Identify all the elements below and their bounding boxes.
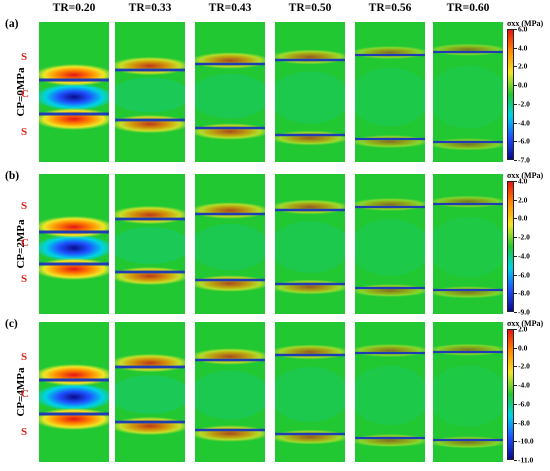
colorbar-tick-label: -6.0	[518, 399, 530, 409]
colorbar-tick-label: 0.0	[518, 80, 528, 90]
stress-panel-b-4	[275, 174, 345, 314]
stress-panel-b-1	[39, 174, 109, 314]
colorbar-tick-mark	[514, 237, 517, 239]
colorbar-tick-label: -6.0	[518, 270, 530, 280]
colorbar-tick-label: 2.0	[518, 324, 528, 334]
label-s-top-c: S	[21, 351, 28, 363]
colorbar-b	[507, 181, 514, 312]
colorbar-tick-label: 0.0	[518, 213, 528, 223]
label-c-c: C	[21, 388, 29, 400]
label-s-bottom-c: S	[21, 426, 28, 438]
colorbar-tick-label: -2.0	[518, 232, 530, 242]
colorbar-tick-mark	[514, 460, 517, 461]
colorbar-tick-mark	[514, 385, 517, 387]
colorbar-tick-mark	[514, 366, 517, 368]
colorbar-tick-label: -4.0	[518, 118, 530, 128]
colorbar-title-a: σxx (MPa)	[507, 19, 544, 28]
label-s-top-b: S	[21, 200, 28, 212]
stress-panel-c-2	[115, 322, 185, 462]
stress-panel-c-1	[39, 322, 109, 462]
colorbar-tick-label: -9.0	[518, 307, 530, 317]
colorbar-tick-label: -11.0	[518, 455, 534, 465]
colorbar-tick-mark	[514, 160, 517, 161]
colorbar-tick-mark	[514, 329, 517, 330]
stress-panel-a-6	[433, 22, 503, 162]
row-id-b: (b)	[5, 170, 20, 182]
colorbar-tick-label: -4.0	[518, 251, 530, 261]
colorbar-tick-mark	[514, 103, 517, 105]
colorbar-tick-mark	[514, 141, 517, 143]
stress-panel-a-4	[275, 22, 345, 162]
stress-panel-b-5	[355, 174, 425, 314]
colorbar-tick-mark	[514, 66, 517, 68]
colorbar-tick-mark	[514, 122, 517, 124]
stress-panel-c-6	[433, 322, 503, 462]
column-header-tr-0-60: TR=0.60	[446, 2, 490, 14]
colorbar-tick-mark	[514, 255, 517, 257]
stress-panel-c-3	[195, 322, 265, 462]
colorbar-tick-label: -8.0	[518, 288, 530, 298]
stress-panel-c-4	[275, 322, 345, 462]
colorbar-tick-label: -2.0	[518, 99, 530, 109]
colorbar-tick-mark	[514, 274, 517, 276]
colorbar-tick-label: 0.0	[518, 343, 528, 353]
colorbar-tick-label: 2.0	[518, 61, 528, 71]
colorbar-tick-mark	[514, 347, 517, 349]
label-s-top-a: S	[21, 51, 28, 63]
row-id-c: (c)	[5, 318, 18, 330]
row-b: (b) CP=2MPa S C S σxx (MPa) 4.0 2.0 0.0 -2.…	[0, 170, 550, 318]
stress-panel-b-6	[433, 174, 503, 314]
colorbar-tick-label: -6.0	[518, 136, 530, 146]
colorbar-tick-mark	[514, 199, 517, 201]
column-header-tr-0-56: TR=0.56	[368, 2, 412, 14]
label-s-bottom-a: S	[21, 126, 28, 138]
colorbar-tick-mark	[514, 422, 517, 424]
colorbar-tick-mark	[514, 441, 517, 443]
label-s-bottom-b: S	[21, 273, 28, 285]
colorbar-tick-label: -7.0	[518, 155, 530, 165]
row-id-a: (a)	[5, 18, 19, 30]
colorbar-a	[507, 29, 514, 160]
stress-panel-a-1	[39, 22, 109, 162]
colorbar-tick-mark	[514, 85, 517, 87]
colorbar-tick-mark	[514, 47, 517, 49]
label-c-a: C	[21, 88, 29, 100]
stress-panel-b-2	[115, 174, 185, 314]
colorbar-title-b: σxx (MPa)	[507, 171, 544, 180]
colorbar-title-c: σxx (MPa)	[507, 319, 544, 328]
colorbar-c	[507, 329, 514, 460]
colorbar-tick-mark	[514, 29, 517, 30]
column-header-tr-0-50: TR=0.50	[288, 2, 332, 14]
colorbar-tick-mark	[514, 181, 517, 182]
row-a: (a) CP=0MPa S C S σxx (MPa) 6.0 4.0 2.0 0.0…	[0, 18, 550, 166]
colorbar-tick-mark	[514, 403, 517, 405]
colorbar-tick-label: -4.0	[518, 380, 530, 390]
colorbar-tick-label: -10.0	[518, 436, 534, 446]
colorbar-tick-label: -8.0	[518, 418, 530, 428]
colorbar-tick-label: 6.0	[518, 24, 528, 34]
colorbar-tick-label: -2.0	[518, 361, 530, 371]
colorbar-tick-mark	[514, 312, 517, 313]
colorbar-tick-label: 4.0	[518, 43, 528, 53]
colorbar-tick-mark	[514, 293, 517, 295]
colorbar-tick-mark	[514, 218, 517, 220]
column-header-tr-0-20: TR=0.20	[52, 2, 96, 14]
stress-panel-a-3	[195, 22, 265, 162]
stress-panel-a-2	[115, 22, 185, 162]
stress-panel-b-3	[195, 174, 265, 314]
row-c: (c) CP=4MPa S C S σxx (MPa) 2.0 0.0 -2.0 -4…	[0, 318, 550, 466]
colorbar-tick-label: 4.0	[518, 176, 528, 186]
stress-panel-a-5	[355, 22, 425, 162]
stress-panel-c-5	[355, 322, 425, 462]
colorbar-tick-label: 2.0	[518, 195, 528, 205]
column-header-tr-0-43: TR=0.43	[208, 2, 252, 14]
column-header-tr-0-33: TR=0.33	[128, 2, 172, 14]
label-c-b: C	[21, 237, 29, 249]
